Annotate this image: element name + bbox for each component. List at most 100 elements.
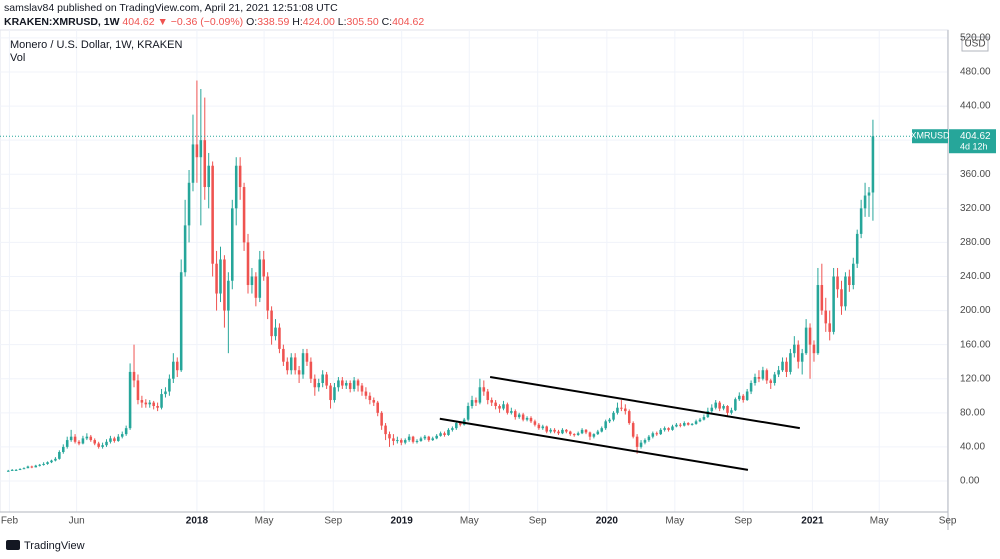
candle-body [588,432,592,437]
candle-body [639,442,643,447]
candle-body [203,140,207,188]
candle-body [124,428,128,435]
y-tick-label: 240.00 [960,271,991,282]
candle-body [671,426,674,430]
candle-body [694,421,698,424]
candle-body [258,259,262,298]
candle-body [254,276,258,298]
candle-body [97,443,100,447]
candle-body [313,378,317,388]
x-tick-label: Sep [529,516,547,527]
candle-body [392,438,395,441]
ohlc-value: 305.50 [346,16,379,28]
ohlc-label: C: [381,16,393,28]
candle-body [364,391,368,396]
candle-body [223,259,226,311]
candle-body [117,436,120,441]
candle-body [565,429,568,432]
ohlc-label: O: [246,16,258,28]
candle-body [270,310,273,337]
candle-body [58,452,61,459]
candle-body [761,370,765,379]
symbol-tag [912,129,948,144]
candle-body [439,433,442,436]
candle-body [458,423,462,425]
candle-body [616,407,619,413]
candle-body [238,165,242,188]
candle-body [69,436,73,441]
candle-body [510,411,513,413]
candle-body [667,428,670,430]
candle-body [356,380,360,386]
candle-body [132,371,136,381]
y-tick-label: 120.00 [960,373,991,384]
y-tick-label: 520.00 [960,33,991,44]
candle-body [840,289,843,307]
candle-body [168,378,171,392]
y-tick-label: 0.00 [960,476,980,487]
candle-body [557,431,560,434]
candle-body [730,410,733,413]
candle-body [741,395,745,401]
last-price: 404.62 [122,16,155,28]
candle-body [808,327,812,345]
x-tick-label: May [460,516,479,527]
candle-body [769,380,773,384]
candle-body [498,406,501,409]
candle-body [278,327,281,349]
countdown-text: 4d 12h [960,142,988,152]
candle-body [537,424,541,429]
candle-body [305,353,309,362]
candle-body [372,400,376,403]
candle-body [26,466,30,469]
candle-body [871,136,875,193]
candle-body [455,423,458,429]
candle-body [388,434,391,439]
grid [0,30,949,512]
y-tick-label: 360.00 [960,169,991,180]
candle-body [584,429,588,433]
candle-body [804,327,808,354]
x-tick-label: May [870,516,889,527]
candle-body [341,380,344,386]
candle-body [211,165,214,264]
candle-body [348,383,352,389]
candle-body [289,357,293,371]
candle-body [128,371,132,429]
candle-body [325,374,328,386]
candle-body [832,276,835,332]
candle-body [73,436,77,442]
candle-body [101,445,104,447]
candle-body [824,310,828,324]
candle-body [38,464,41,466]
candle-body [647,436,651,441]
ohlc-value: 404.62 [392,16,425,28]
candle-body [608,419,611,422]
y-tick-label: 280.00 [960,237,991,248]
candle-body [659,429,662,435]
candle-body [627,411,631,424]
candle-body [855,233,859,264]
candle-body [506,404,509,413]
candle-body [690,423,694,425]
candle-body [777,370,780,375]
candle-body [502,404,505,409]
candle-body [773,374,776,384]
candle-body [396,440,399,442]
y-tick-label: 40.00 [960,442,985,453]
footer: TradingView [24,540,85,552]
ohlc-label: H: [292,16,303,28]
candle-body [242,187,246,243]
candle-body [572,434,576,436]
candle-body [848,276,851,286]
candle-body [517,414,521,418]
candle-body [6,470,10,472]
x-tick-label: Sep [324,516,342,527]
candle-body [136,380,140,401]
candle-body [734,399,737,411]
candle-body [266,276,269,311]
candle-body [113,438,116,441]
candle-body [753,377,757,384]
candle-body [423,436,427,439]
candle-body [549,429,552,432]
